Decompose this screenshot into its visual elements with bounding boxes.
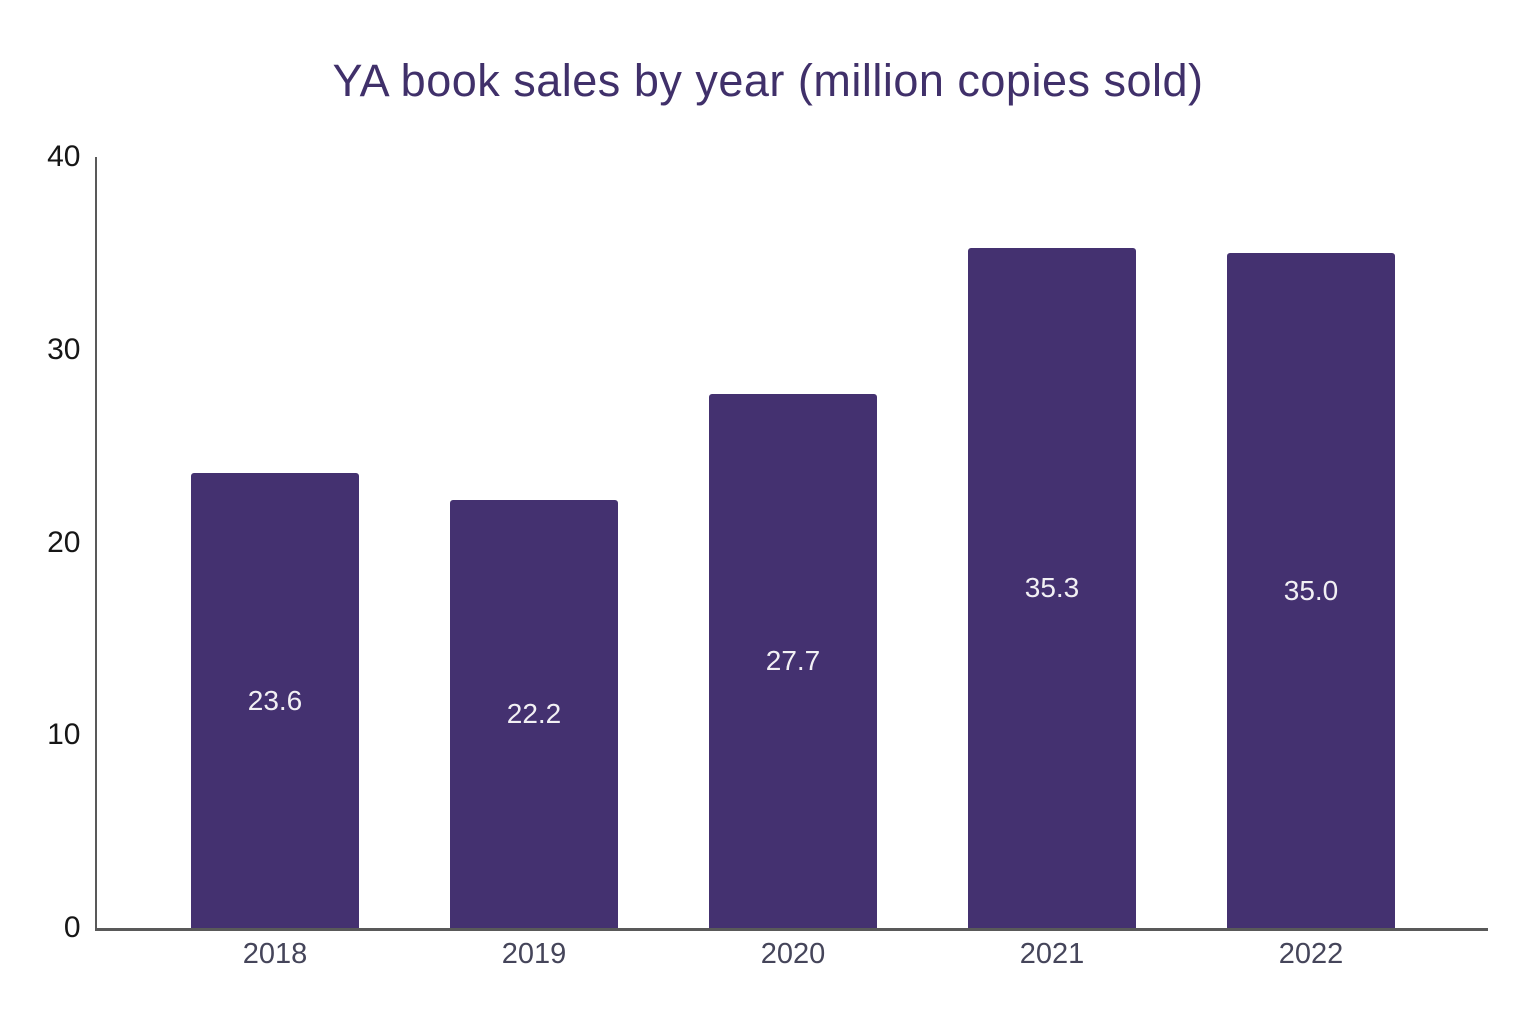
x-tick-label: 2018 xyxy=(242,938,308,970)
y-tick-label: 0 xyxy=(63,911,81,944)
y-axis-line xyxy=(94,157,97,928)
bar-value-label: 23.6 xyxy=(247,684,303,716)
y-tick-label: 40 xyxy=(47,140,81,173)
bar-2021: 35.3 xyxy=(968,247,1136,928)
y-tick-label: 10 xyxy=(47,718,81,752)
bar-value-label: 35.0 xyxy=(1283,574,1339,606)
chart-title: YA book sales by year (million copies so… xyxy=(332,55,1204,106)
bar-2019: 22.2 xyxy=(450,500,618,928)
x-tick-label: 2020 xyxy=(760,938,826,970)
x-tick-label: 2022 xyxy=(1278,938,1344,970)
y-tick-label: 20 xyxy=(47,525,81,559)
bar-2020: 27.7 xyxy=(709,394,877,928)
bar-value-label: 35.3 xyxy=(1024,571,1080,603)
bar-value-label: 27.7 xyxy=(765,645,821,677)
x-tick-label: 2019 xyxy=(501,938,567,970)
y-tick-label: 30 xyxy=(47,332,81,366)
bar-value-label: 22.2 xyxy=(506,698,562,730)
bar-2018: 23.6 xyxy=(191,473,359,928)
x-tick-label: 2021 xyxy=(1019,938,1085,970)
x-axis-line xyxy=(94,928,1488,931)
bar-2022: 35.0 xyxy=(1227,253,1395,928)
